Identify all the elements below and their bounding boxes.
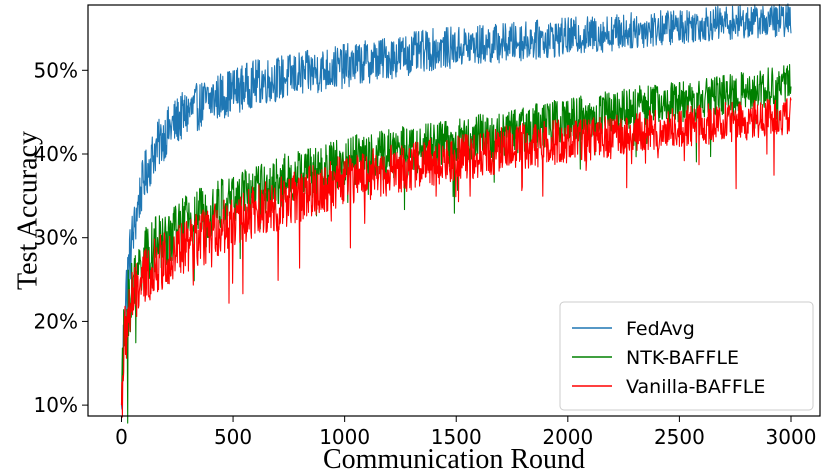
legend-label: Vanilla-BAFFLE bbox=[626, 376, 765, 398]
x-tick-label: 2500 bbox=[654, 425, 705, 449]
y-tick-label: 20% bbox=[34, 309, 78, 333]
plot-frame bbox=[87, 4, 821, 417]
x-tick-label: 500 bbox=[214, 425, 252, 449]
y-axis-ticks: 10% 20% 30% 40% 50% bbox=[34, 58, 88, 417]
legend-box bbox=[559, 301, 814, 411]
x-axis-ticks: 0 500 1000 1500 2000 2500 3000 bbox=[115, 416, 816, 449]
x-tick-label: 3000 bbox=[766, 425, 817, 449]
series-line-ntk-baffle bbox=[120, 64, 792, 424]
x-tick-label: 1500 bbox=[431, 425, 482, 449]
x-axis-label: Communication Round bbox=[323, 444, 585, 475]
x-tick-label: 0 bbox=[115, 425, 128, 449]
y-tick-label: 30% bbox=[34, 226, 78, 250]
series-line-fedavg bbox=[120, 3, 792, 410]
legend-label: NTK-BAFFLE bbox=[626, 347, 739, 369]
series-lines bbox=[120, 3, 792, 424]
legend: FedAvg NTK-BAFFLE Vanilla-BAFFLE bbox=[559, 301, 814, 411]
y-axis-label: Test Accuracy bbox=[12, 131, 43, 290]
x-tick-label: 2000 bbox=[542, 425, 593, 449]
y-tick-label: 40% bbox=[34, 142, 78, 166]
x-tick-label: 1000 bbox=[319, 425, 370, 449]
legend-label: FedAvg bbox=[626, 318, 695, 340]
y-tick-label: 50% bbox=[34, 58, 78, 82]
series-line-vanilla-baffle bbox=[120, 97, 792, 418]
y-tick-label: 10% bbox=[34, 393, 78, 417]
